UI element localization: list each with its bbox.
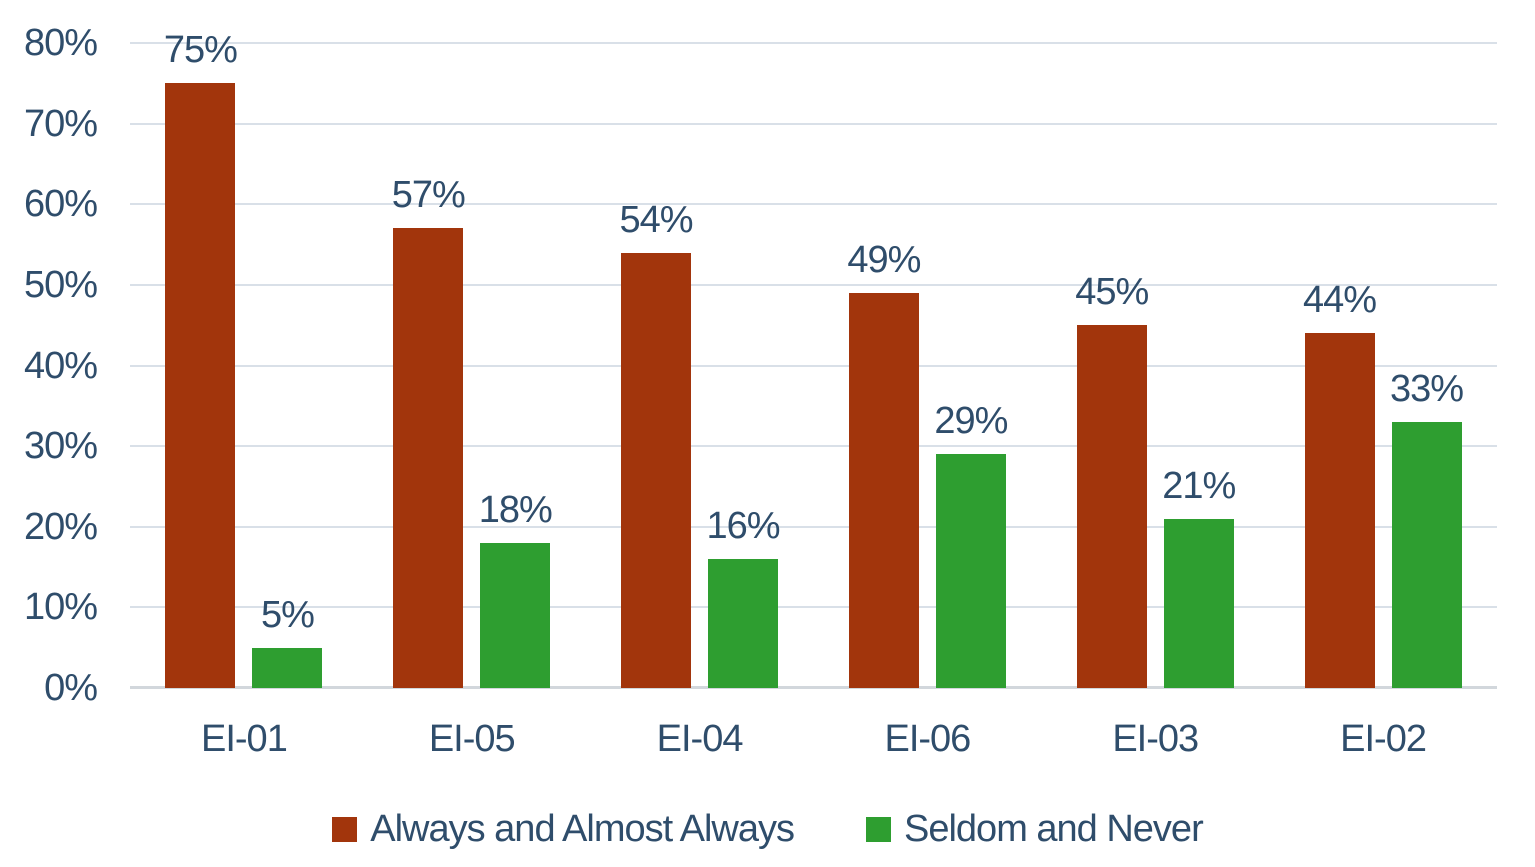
bar-value-label-ei-04-always-and-almost-always: 54% bbox=[619, 198, 694, 241]
bar-group-ei-05: 57% 18% bbox=[358, 43, 586, 688]
x-axis-label-ei-01: EI-01 bbox=[201, 718, 288, 760]
bar-value-label-ei-04-seldom-and-never: 16% bbox=[706, 505, 781, 547]
gridline-0 bbox=[130, 686, 1497, 689]
bar-ei-05-seldom-and-never: 18% bbox=[479, 491, 553, 688]
bar-value-label-ei-05-seldom-and-never: 18% bbox=[478, 488, 553, 531]
bar-ei-02-seldom-and-never: 33% bbox=[1390, 370, 1464, 688]
bar-value-label-ei-02-always-and-almost-always: 44% bbox=[1303, 279, 1377, 322]
bar-value-label-ei-03-always-and-almost-always: 45% bbox=[1075, 271, 1149, 314]
x-axis-label-ei-06: EI-06 bbox=[884, 718, 971, 760]
legend: Always and Almost Always Seldom and Neve… bbox=[0, 806, 1535, 852]
y-axis-label-80: 80% bbox=[23, 22, 98, 64]
x-axis-label-ei-03: EI-03 bbox=[1112, 718, 1199, 760]
bar-group-ei-01: 75% 5% bbox=[130, 31, 358, 688]
gridline-50 bbox=[130, 283, 1497, 286]
legend-item-seldom-and-never: Seldom and Never bbox=[866, 806, 1204, 852]
y-axis-label-70: 70% bbox=[23, 102, 98, 145]
plot-area: 75% 5% 57% 18% 54% 16% 49% 29% 45% 21% 44% 33% bbox=[130, 31, 1497, 689]
y-axis-label-30: 30% bbox=[23, 425, 98, 468]
bar-ei-04-seldom-and-never: 16% bbox=[707, 507, 781, 688]
bar-group-ei-06: 49% 29% bbox=[814, 43, 1042, 688]
bar-group-ei-03: 45% 21% bbox=[1041, 43, 1269, 688]
legend-item-always-and-almost-always: Always and Almost Always bbox=[332, 806, 795, 852]
bar-ei-03-seldom-and-never: 21% bbox=[1162, 467, 1236, 688]
y-axis-label-10: 10% bbox=[23, 586, 98, 629]
y-axis-label-0: 0% bbox=[44, 667, 98, 709]
bar-value-label-ei-01-seldom-and-never: 5% bbox=[260, 593, 315, 636]
legend-label-always-and-almost-always: Always and Almost Always bbox=[370, 808, 795, 850]
gridline-30 bbox=[130, 445, 1497, 448]
legend-label-seldom-and-never: Seldom and Never bbox=[904, 808, 1204, 850]
bar-ei-04-always-and-almost-always: 54% bbox=[620, 201, 694, 688]
gridline-10 bbox=[130, 606, 1497, 609]
gridline-20 bbox=[130, 525, 1497, 528]
bar-ei-06-seldom-and-never: 29% bbox=[934, 402, 1008, 688]
bar-ei-05-always-and-almost-always: 57% bbox=[392, 176, 466, 688]
bar-ei-06-always-and-almost-always: 49% bbox=[847, 241, 921, 688]
bar-value-label-ei-06-always-and-almost-always: 49% bbox=[847, 238, 921, 281]
x-axis-label-ei-02: EI-02 bbox=[1340, 718, 1427, 760]
bar-value-label-ei-02-seldom-and-never: 33% bbox=[1390, 367, 1464, 410]
gridline-70 bbox=[130, 122, 1497, 125]
bar-group-ei-04: 54% 16% bbox=[586, 43, 814, 688]
bar-value-label-ei-05-always-and-almost-always: 57% bbox=[391, 174, 466, 217]
x-axis-label-ei-05: EI-05 bbox=[428, 718, 516, 760]
gridline-80 bbox=[130, 42, 1497, 44]
gridline-60 bbox=[130, 203, 1497, 206]
bar-ei-03-always-and-almost-always: 45% bbox=[1075, 273, 1149, 688]
legend-swatch-green-icon bbox=[866, 816, 891, 842]
bar-value-label-ei-03-seldom-and-never: 21% bbox=[1162, 464, 1236, 507]
bar-group-ei-02: 44% 33% bbox=[1269, 43, 1497, 688]
y-axis-label-40: 40% bbox=[23, 344, 98, 387]
x-axis-label-ei-04: EI-04 bbox=[656, 718, 744, 760]
legend-swatch-red-icon bbox=[332, 816, 358, 842]
gridline-40 bbox=[130, 364, 1497, 367]
bar-value-label-ei-01-always-and-almost-always: 75% bbox=[163, 29, 238, 72]
y-axis-label-60: 60% bbox=[23, 183, 98, 226]
y-axis-label-50: 50% bbox=[23, 263, 98, 306]
bar-value-label-ei-06-seldom-and-never: 29% bbox=[934, 400, 1008, 443]
y-axis-label-20: 20% bbox=[23, 505, 98, 548]
x-axis: EI-01 EI-05 EI-04 EI-06 EI-03 EI-02 bbox=[130, 716, 1497, 762]
bar-ei-01-seldom-and-never: 5% bbox=[252, 596, 323, 688]
bar-ei-01-always-and-almost-always: 75% bbox=[164, 31, 238, 688]
bar-ei-02-always-and-almost-always: 44% bbox=[1303, 281, 1377, 688]
